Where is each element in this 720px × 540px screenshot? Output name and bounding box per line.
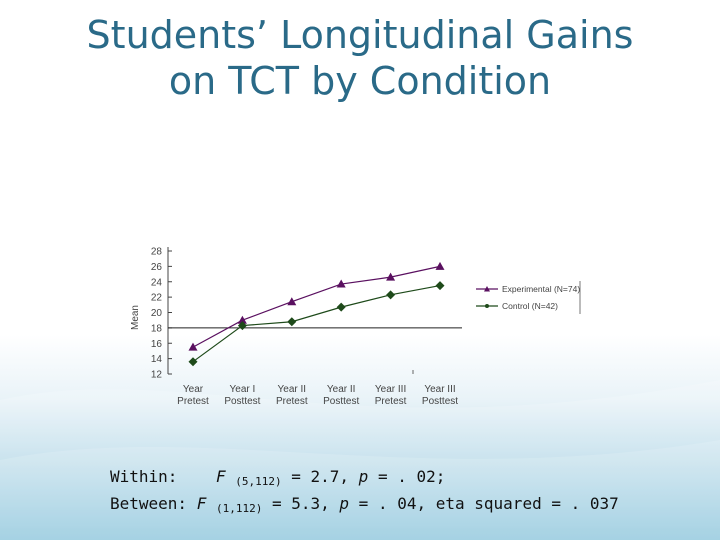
experimental-legend-marker <box>484 286 490 292</box>
slide-title-line-1: Students’ Longitudinal Gains <box>86 13 634 57</box>
y-tick-label: 16 <box>151 339 163 350</box>
between-f-symbol: F <box>196 494 207 513</box>
y-tick-label: 20 <box>151 308 163 319</box>
experimental-data-point <box>237 315 247 324</box>
experimental-data-point <box>188 342 198 351</box>
control-data-point <box>188 357 198 367</box>
between-statistic: Between: F (1,112) = 5.3, p = . 04, eta … <box>110 493 619 520</box>
control-legend-marker <box>485 304 489 308</box>
experimental-data-point <box>336 279 346 288</box>
control-series-line <box>192 285 441 363</box>
experimental-legend-label: Experimental (N=74) <box>502 284 580 294</box>
x-tick-label: Year II Posttest <box>323 384 359 407</box>
y-tick-label: 28 <box>151 247 163 258</box>
control-legend-label: Control (N=42) <box>502 301 558 311</box>
control-data-point <box>287 317 297 327</box>
control-data-point <box>237 321 247 331</box>
between-label: Between: <box>110 494 197 513</box>
x-tick-label: Year III Posttest <box>422 384 458 407</box>
y-tick-label: 26 <box>151 262 163 273</box>
within-p-symbol: p <box>358 467 369 486</box>
experimental-series-line <box>192 265 441 348</box>
within-label: Within: <box>110 467 178 486</box>
x-tick-label: Year III Pretest <box>375 384 407 407</box>
y-axis-title: Mean <box>130 305 141 330</box>
between-p-symbol: p <box>339 494 350 513</box>
between-p-value: = . 04, eta squared = . 037 <box>349 494 619 513</box>
within-f-value: = 2.7, <box>281 467 359 486</box>
y-tick-label: 12 <box>151 370 163 381</box>
slide-title-line-2: on TCT by Condition <box>168 59 552 103</box>
between-df: (1,112) <box>215 502 263 515</box>
experimental-data-point <box>287 297 297 306</box>
within-df: (5,112) <box>235 475 282 488</box>
slide-title: Students’ Longitudinal Gains on TCT by C… <box>0 12 720 104</box>
experimental-data-point <box>435 261 445 270</box>
control-data-point <box>435 281 445 291</box>
x-tick-label: Year II Pretest <box>276 384 308 407</box>
control-data-point <box>336 302 346 312</box>
x-tick-label: Year Pretest <box>177 384 209 407</box>
x-tick-label: Year I Posttest <box>224 384 260 407</box>
within-p-value: = . 02; <box>368 467 446 486</box>
y-tick-label: 22 <box>151 293 163 304</box>
within-statistic: Within: F (5,112) = 2.7, p = . 02; <box>110 466 619 493</box>
between-f-value: = 5.3, <box>262 494 340 513</box>
control-data-point <box>386 290 396 300</box>
within-f-symbol: F <box>215 467 226 486</box>
y-tick-label: 18 <box>151 323 163 334</box>
y-tick-label: 14 <box>151 354 163 365</box>
statistics-block: Within: F (5,112) = 2.7, p = . 02; Betwe… <box>110 466 619 520</box>
experimental-data-point <box>386 272 396 281</box>
y-tick-label: 24 <box>151 277 163 288</box>
